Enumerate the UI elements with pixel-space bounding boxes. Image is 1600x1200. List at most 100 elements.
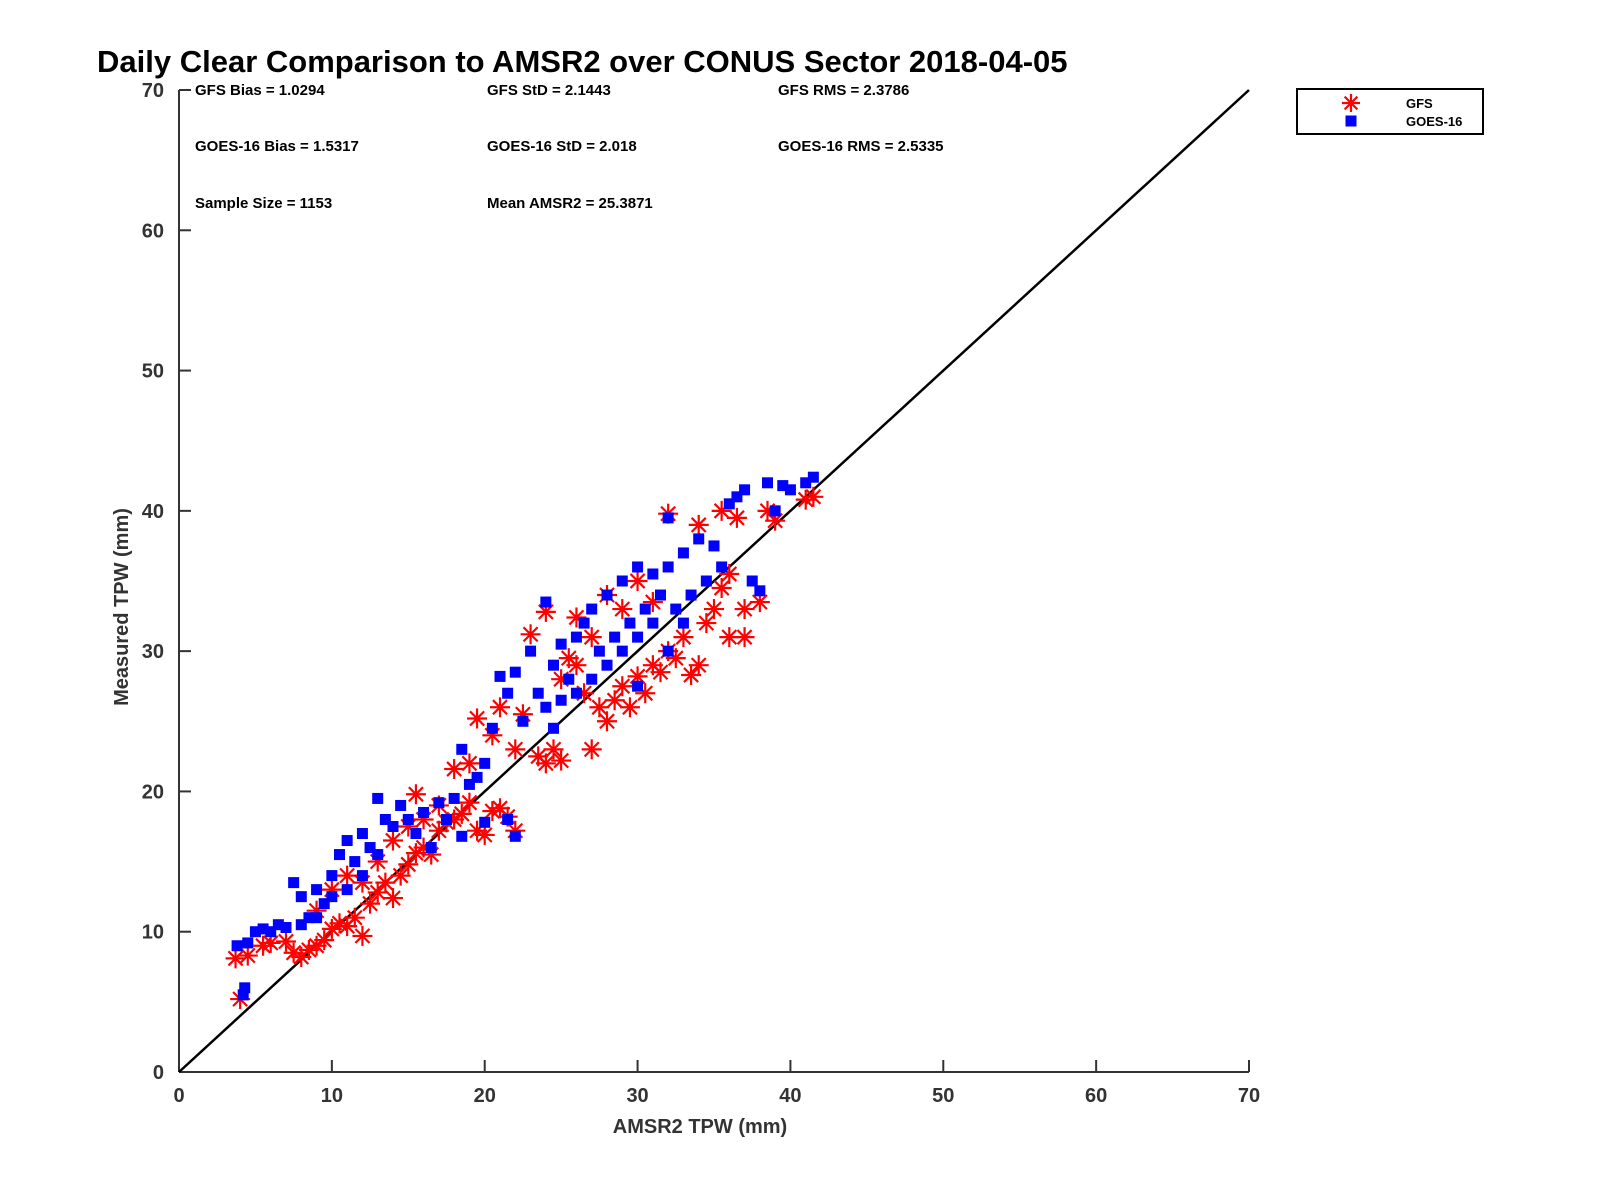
y-tick-label: 40: [142, 501, 164, 523]
x-tick-label: 50: [932, 1085, 954, 1107]
goes16-point: [647, 568, 659, 580]
gfs-point: [711, 578, 732, 599]
goes16-point: [762, 477, 773, 489]
gfs-point: [375, 872, 396, 893]
gfs-point: [566, 655, 587, 676]
goes16-point: [662, 512, 674, 524]
goes16-point: [693, 533, 705, 545]
gfs-point: [612, 599, 633, 620]
goes16-point: [593, 645, 605, 657]
goes16-point: [418, 806, 430, 818]
goes16-point: [479, 757, 491, 769]
goes16-point: [670, 603, 682, 615]
legend-goes16-square: [1345, 115, 1357, 127]
goes16-point: [242, 937, 254, 949]
goes16-point: [326, 891, 338, 903]
goes16-point: [754, 585, 766, 597]
gfs-point: [566, 607, 587, 628]
gfs-point: [627, 571, 648, 591]
goes16-point: [723, 498, 735, 510]
goes16-point: [249, 926, 261, 938]
goes16-point: [555, 694, 567, 706]
goes16-point: [486, 722, 498, 734]
goes16-point: [303, 912, 315, 924]
goes16-point: [364, 842, 376, 854]
goes16-point: [677, 547, 689, 559]
x-axis-label: AMSR2 TPW (mm): [613, 1116, 787, 1138]
y-tick-label: 0: [153, 1062, 164, 1084]
goes16-point: [265, 926, 277, 938]
goes16-point: [632, 561, 644, 573]
y-tick-label: 20: [142, 781, 164, 803]
y-tick-label: 30: [142, 641, 164, 663]
goes16-point: [479, 816, 491, 828]
gfs-point: [505, 739, 526, 760]
gfs-point: [398, 854, 419, 875]
goes16-point: [502, 687, 514, 699]
gfs-point: [551, 750, 572, 771]
goes16-point: [540, 701, 552, 713]
goes16-point: [379, 813, 391, 825]
gfs-point: [696, 613, 717, 634]
gfs-point: [459, 753, 480, 774]
gfs-point: [482, 801, 503, 822]
series-gfs: [225, 486, 824, 1010]
goes16-point: [632, 680, 644, 692]
x-tick-label: 0: [173, 1085, 184, 1107]
gfs-point: [314, 930, 335, 951]
goes16-point: [739, 484, 751, 496]
goes16-point: [288, 877, 300, 889]
goes16-point: [239, 982, 251, 994]
gfs-point: [360, 893, 381, 914]
goes16-point: [532, 687, 544, 699]
gfs-point: [225, 948, 246, 969]
goes16-point: [456, 743, 468, 755]
goes16-point: [586, 603, 598, 615]
goes16-point: [311, 884, 323, 896]
goes16-point: [662, 561, 674, 573]
x-tick-label: 40: [779, 1085, 801, 1107]
gfs-point: [451, 803, 472, 824]
gfs-point: [444, 758, 465, 779]
x-tick-label: 70: [1238, 1085, 1260, 1107]
legend-box: [1296, 88, 1484, 135]
goes16-point: [540, 596, 552, 608]
x-tick-label: 30: [626, 1085, 648, 1107]
gfs-point: [589, 697, 610, 718]
gfs-point: [704, 599, 724, 620]
goes16-point: [402, 813, 414, 825]
gfs-point: [581, 627, 602, 648]
goes-rms-stat: GOES-16 RMS = 2.5335: [778, 138, 944, 155]
gfs-point: [543, 739, 564, 760]
gfs-point: [597, 711, 617, 732]
goes16-point: [655, 589, 666, 601]
gfs-point: [520, 624, 541, 645]
goes16-point: [509, 666, 521, 678]
goes16-point: [777, 480, 789, 492]
goes16-point: [372, 792, 384, 804]
goes16-point: [708, 540, 720, 552]
gfs-point: [612, 676, 633, 697]
goes16-point: [685, 589, 697, 601]
mean-amsr2-stat: Mean AMSR2 = 25.3871: [487, 195, 653, 212]
goes16-point: [769, 505, 781, 517]
goes16-point: [448, 792, 460, 804]
goes16-point: [517, 715, 529, 727]
goes16-point: [295, 891, 307, 903]
gfs-point: [635, 683, 656, 704]
goes16-point: [731, 491, 743, 503]
goes16-point: [395, 799, 407, 811]
x-tick-label: 20: [474, 1085, 496, 1107]
gfs-point: [474, 824, 495, 845]
gfs-point: [734, 599, 755, 620]
gfs-point: [673, 627, 694, 648]
goes16-point: [463, 778, 475, 790]
goes16-point: [632, 631, 644, 643]
goes16-point: [509, 830, 521, 842]
gfs-std-stat: GFS StD = 2.1443: [487, 82, 611, 99]
goes16-point: [662, 645, 674, 657]
goes16-point: [341, 884, 353, 896]
goes16-point: [356, 828, 368, 840]
goes16-point: [800, 477, 812, 489]
